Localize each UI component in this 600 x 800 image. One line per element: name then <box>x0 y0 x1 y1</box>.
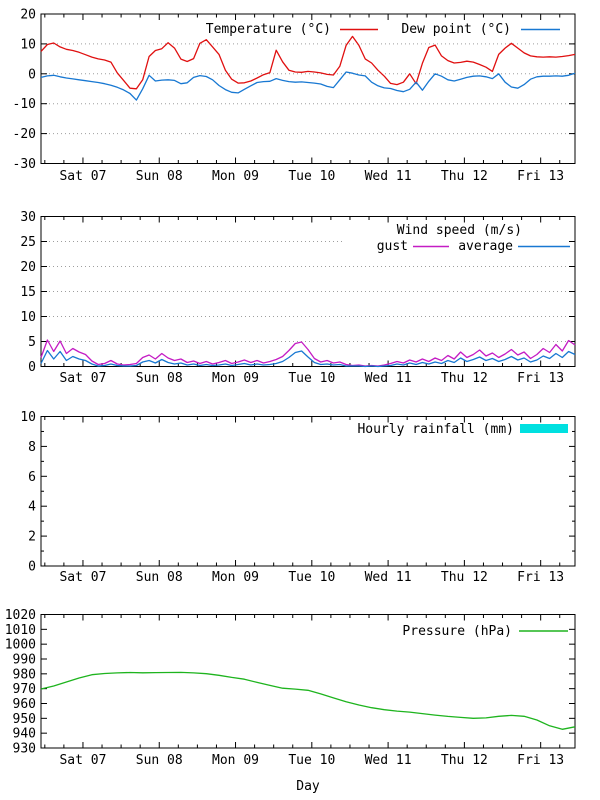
legend-label: Temperature (°C) <box>206 22 331 37</box>
y-tick-label: 0 <box>28 560 36 575</box>
y-gridlines <box>41 43 575 135</box>
x-tick-label: Wed 11 <box>365 169 412 184</box>
x-tick-label: Tue 10 <box>288 570 335 585</box>
x-axis: Sat 07 Sun 08 Mon 09 Tue 10 Wed 11 Thu 12 Fri … <box>44 14 564 184</box>
series-temperature <box>40 35 576 90</box>
legend-label: Hourly rainfall (mm) <box>357 422 514 437</box>
legend: Temperature (°C) Dew point (°C) <box>206 22 560 37</box>
y-tick-label: 970 <box>13 682 36 697</box>
y-axis: 0 2 4 6 8 10 <box>20 410 575 575</box>
legend-label: gust <box>377 239 408 254</box>
series-average <box>40 349 576 368</box>
legend-title: Wind speed (m/s) <box>397 223 522 238</box>
y-tick-label: 4 <box>28 500 36 515</box>
x-tick-label: Tue 10 <box>288 753 335 768</box>
y-gridlines <box>41 241 575 342</box>
y-tick-label: 10 <box>20 37 36 52</box>
y-tick-label: -10 <box>13 97 36 112</box>
y-tick-label: 990 <box>13 653 36 668</box>
x-axis: Sat 07 Sun 08 Mon 09 Tue 10 Wed 11 Thu 12 Fri … <box>44 416 564 585</box>
x-tick-label: Wed 11 <box>365 570 412 585</box>
y-tick-label: 960 <box>13 697 36 712</box>
x-tick-label: Thu 12 <box>441 169 488 184</box>
y-tick-label: 5 <box>28 335 36 350</box>
x-tick-label: Sat 07 <box>59 371 106 386</box>
x-tick-label: Mon 09 <box>212 371 259 386</box>
y-tick-label: -20 <box>13 127 36 142</box>
x-tick-label: Sat 07 <box>59 169 106 184</box>
x-tick-label: Mon 09 <box>212 570 259 585</box>
y-tick-label: 10 <box>20 410 36 425</box>
x-tick-label: Sun 08 <box>136 371 183 386</box>
axis-frame <box>40 13 576 164</box>
hourly-rainfall-chart: 0 2 4 6 8 10 Sat 07 Sun 08 Mon 09 Tue 10 Wed 11 Thu… <box>20 410 576 585</box>
x-tick-label: Thu 12 <box>441 570 488 585</box>
y-tick-label: 950 <box>13 712 36 727</box>
x-tick-label: Fri 13 <box>517 169 564 184</box>
x-tick-label: Fri 13 <box>517 570 564 585</box>
axis-frame <box>40 416 576 567</box>
legend: Pressure (hPa) <box>402 624 568 639</box>
x-tick-label: Mon 09 <box>212 169 259 184</box>
y-tick-label: 1000 <box>5 638 36 653</box>
x-axis: Sat 07 Sun 08 Mon 09 Tue 10 Wed 11 Thu 12 Fri … <box>44 216 564 386</box>
x-tick-label: Wed 11 <box>365 371 412 386</box>
y-axis: -30 -20 -10 0 10 20 <box>13 8 575 172</box>
x-tick-label: Sun 08 <box>136 570 183 585</box>
x-axis-title: Day <box>296 779 320 794</box>
x-tick-label: Fri 13 <box>517 753 564 768</box>
y-tick-label: 0 <box>28 67 36 82</box>
y-tick-label: 0 <box>28 360 36 375</box>
y-tick-label: 8 <box>28 440 36 455</box>
y-tick-label: 930 <box>13 742 36 757</box>
x-tick-label: Sat 07 <box>59 753 106 768</box>
x-tick-label: Tue 10 <box>288 169 335 184</box>
x-tick-label: Sat 07 <box>59 570 106 585</box>
y-tick-label: 2 <box>28 530 36 545</box>
y-tick-label: 6 <box>28 470 36 485</box>
legend: Wind speed (m/s)gust average <box>377 223 570 254</box>
legend-label: Dew point (°C) <box>401 22 511 37</box>
legend-label: Pressure (hPa) <box>402 624 512 639</box>
series-pressure <box>40 671 576 730</box>
x-tick-label: Sun 08 <box>136 169 183 184</box>
y-tick-label: 30 <box>20 210 36 225</box>
series-gust <box>40 339 576 367</box>
x-tick-label: Sun 08 <box>136 753 183 768</box>
series-dew-point <box>40 71 576 101</box>
y-tick-label: 1010 <box>5 623 36 638</box>
y-tick-label: -30 <box>13 157 36 172</box>
legend: Hourly rainfall (mm) <box>357 422 568 437</box>
x-tick-label: Tue 10 <box>288 371 335 386</box>
x-tick-label: Fri 13 <box>517 371 564 386</box>
y-tick-label: 25 <box>20 235 36 250</box>
x-axis: Sat 07 Sun 08 Mon 09 Tue 10 Wed 11 Thu 12 Fri … <box>44 614 564 768</box>
axis-frame <box>40 614 576 749</box>
y-tick-label: 940 <box>13 727 36 742</box>
legend-swatch <box>520 424 568 433</box>
y-axis: 0 5 10 15 20 25 30 <box>20 210 575 375</box>
temperature-chart: -30 -20 -10 0 10 20 Sat 07 Sun 08 Mon 09 Tue 10 We… <box>13 8 576 184</box>
y-tick-label: 10 <box>20 310 36 325</box>
wind-speed-chart: 0 5 10 15 20 25 30 Sat 07 Sun 08 Mon 09 Tue 10 Wed … <box>20 210 576 386</box>
legend-label: average <box>458 239 513 254</box>
y-tick-label: 15 <box>20 285 36 300</box>
y-tick-label: 20 <box>20 8 36 23</box>
x-tick-label: Thu 12 <box>441 753 488 768</box>
y-tick-label: 1020 <box>5 608 36 623</box>
y-tick-label: 980 <box>13 667 36 682</box>
x-tick-label: Thu 12 <box>441 371 488 386</box>
x-tick-label: Wed 11 <box>365 753 412 768</box>
x-tick-label: Mon 09 <box>212 753 259 768</box>
y-tick-label: 20 <box>20 260 36 275</box>
